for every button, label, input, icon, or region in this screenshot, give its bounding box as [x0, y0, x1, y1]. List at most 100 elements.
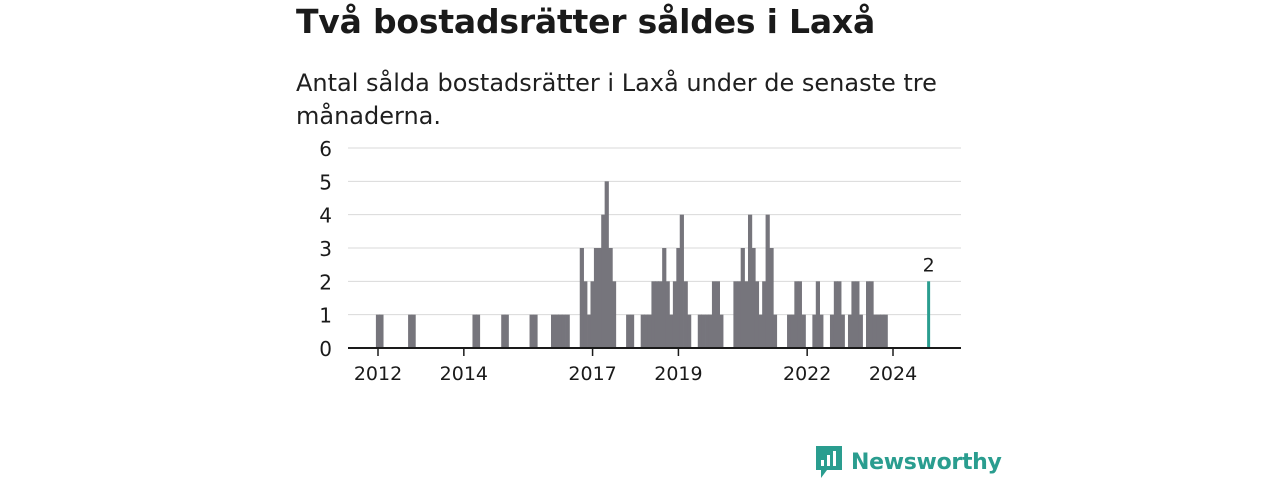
bar [593, 248, 599, 348]
bar [579, 248, 584, 348]
newsworthy-logo-icon [816, 446, 842, 478]
y-tick-label: 1 [319, 304, 332, 328]
bar [737, 281, 742, 348]
bar [687, 314, 692, 348]
bar [772, 314, 778, 348]
bar [833, 281, 839, 348]
bar [665, 281, 670, 348]
y-axis-ticks: 0 1 2 3 4 5 6 [319, 137, 332, 361]
bar [812, 314, 817, 348]
bar [501, 314, 506, 348]
bar [715, 281, 720, 348]
bar [644, 314, 649, 348]
bar [375, 314, 381, 348]
bar [475, 314, 481, 348]
bar [744, 281, 749, 348]
bar [669, 314, 674, 348]
x-axis: 2012 2014 2017 2019 2022 2024 [348, 347, 961, 385]
bar [583, 281, 588, 348]
bar [869, 281, 874, 348]
bar [801, 314, 806, 348]
bar [851, 281, 856, 348]
bar [769, 248, 774, 348]
bar [762, 281, 767, 348]
bar [672, 281, 678, 348]
bar [858, 314, 863, 348]
y-tick-label: 0 [319, 337, 332, 361]
bar [629, 314, 635, 348]
annotations: 2 [923, 254, 935, 276]
chart-title: Två bostadsrätter såldes i Laxå [296, 2, 876, 41]
bar [608, 248, 613, 348]
bar [658, 281, 663, 348]
bar [847, 314, 853, 348]
bar [819, 314, 824, 348]
bar [883, 314, 888, 348]
bar [751, 248, 756, 348]
bar [611, 281, 617, 348]
bar [662, 248, 667, 348]
x-tick-label: 2017 [568, 363, 616, 385]
bar [640, 314, 645, 348]
x-tick-label: 2012 [354, 363, 402, 385]
highlight-label: 2 [923, 254, 935, 276]
y-tick-label: 6 [319, 137, 332, 161]
bar [408, 314, 413, 348]
bar [837, 281, 842, 348]
bar [876, 314, 881, 348]
bar [597, 248, 602, 348]
bar [683, 281, 688, 348]
bar [866, 281, 871, 348]
bar [676, 248, 681, 348]
chart-subtitle: Antal sålda bostadsrätter i Laxå under d… [296, 69, 937, 130]
bar [379, 314, 384, 348]
bar [790, 314, 796, 348]
bar [561, 314, 566, 348]
y-tick-label: 3 [319, 237, 332, 261]
bar [787, 314, 792, 348]
bar [701, 314, 706, 348]
bar [815, 281, 820, 348]
bar [554, 314, 560, 348]
bar [626, 314, 631, 348]
bar [558, 314, 563, 348]
bar [654, 281, 660, 348]
bar [855, 281, 860, 348]
y-tick-label: 5 [319, 170, 332, 194]
y-tick-label: 4 [319, 204, 332, 228]
bar [587, 314, 592, 348]
bar-chart: 0 1 2 3 4 5 6 2012 2014 2017 2019 2022 2024 2 [319, 137, 961, 385]
bar [647, 314, 652, 348]
bars [375, 181, 931, 348]
bar [719, 314, 724, 348]
bar [711, 281, 717, 348]
y-tick-label: 2 [319, 270, 332, 294]
bar [472, 314, 477, 348]
x-tick-label: 2014 [440, 363, 488, 385]
bar [590, 281, 595, 348]
bar [758, 314, 763, 348]
bar [504, 314, 509, 348]
bar [872, 314, 878, 348]
bar [880, 314, 885, 348]
x-tick-label: 2019 [654, 363, 702, 385]
bar [740, 248, 745, 348]
bar [705, 314, 710, 348]
bar [840, 314, 845, 348]
bar [797, 281, 802, 348]
bar [565, 314, 570, 348]
brand-logo: Newsworthy [815, 446, 1002, 478]
bar [604, 181, 609, 348]
bar [697, 314, 702, 348]
bar [679, 214, 684, 348]
bar [765, 214, 770, 348]
bar [551, 314, 556, 348]
bar [794, 281, 799, 348]
bar [754, 281, 760, 348]
bar [651, 281, 656, 348]
bar [747, 214, 753, 348]
x-tick-label: 2022 [783, 363, 831, 385]
bar [411, 314, 416, 348]
x-tick-label: 2024 [869, 363, 917, 385]
bar [829, 314, 835, 348]
